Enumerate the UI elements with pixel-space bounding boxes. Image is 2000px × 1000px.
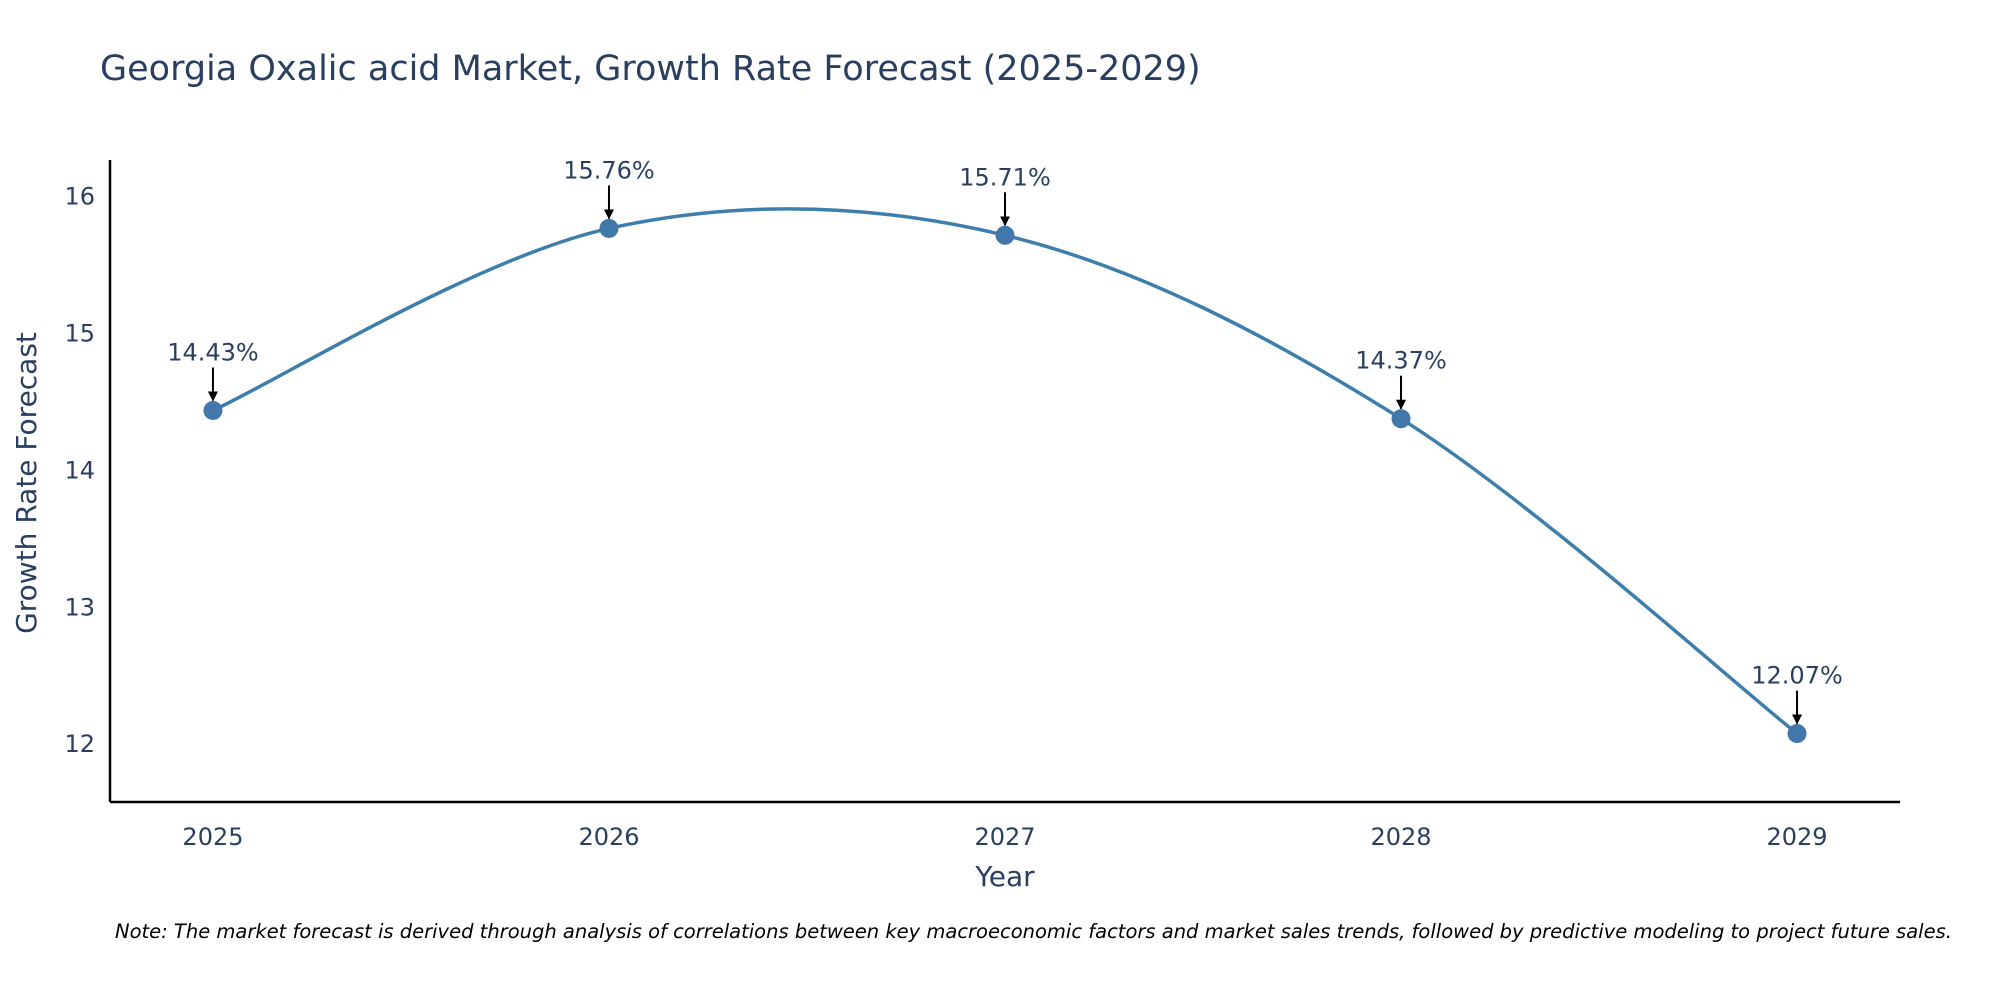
- y-tick-label: 12: [64, 730, 95, 758]
- data-label: 14.43%: [167, 339, 259, 367]
- plot-area: 12 13 14 15 16 2025 2026 2027 2028 2029 14.43% 15.7…: [64, 156, 1900, 851]
- chart-title: Georgia Oxalic acid Market, Growth Rate …: [100, 49, 1201, 89]
- y-tick-label: 15: [64, 319, 95, 347]
- x-tick-label: 2028: [1370, 823, 1431, 851]
- data-point: [203, 401, 223, 421]
- data-label: 15.76%: [563, 156, 655, 184]
- data-point: [1787, 724, 1807, 744]
- data-point: [599, 218, 619, 238]
- y-axis-title: Growth Rate Forecast: [10, 332, 43, 634]
- data-label: 12.07%: [1751, 662, 1843, 690]
- y-tick-label: 14: [64, 456, 95, 484]
- x-tick-label: 2027: [974, 823, 1035, 851]
- y-tick-label: 16: [64, 183, 95, 211]
- x-tick-label: 2029: [1766, 823, 1827, 851]
- series-line: [212, 207, 1799, 735]
- x-tick-label: 2026: [578, 823, 639, 851]
- forecast-note: Note: The market forecast is derived thr…: [115, 920, 1952, 943]
- x-axis-title: Year: [974, 860, 1035, 893]
- x-tick-label: 2025: [182, 823, 243, 851]
- data-point: [1391, 409, 1411, 429]
- data-point: [995, 225, 1015, 245]
- y-tick-label: 13: [64, 593, 95, 621]
- data-label: 15.71%: [959, 163, 1051, 191]
- data-label: 14.37%: [1355, 347, 1447, 375]
